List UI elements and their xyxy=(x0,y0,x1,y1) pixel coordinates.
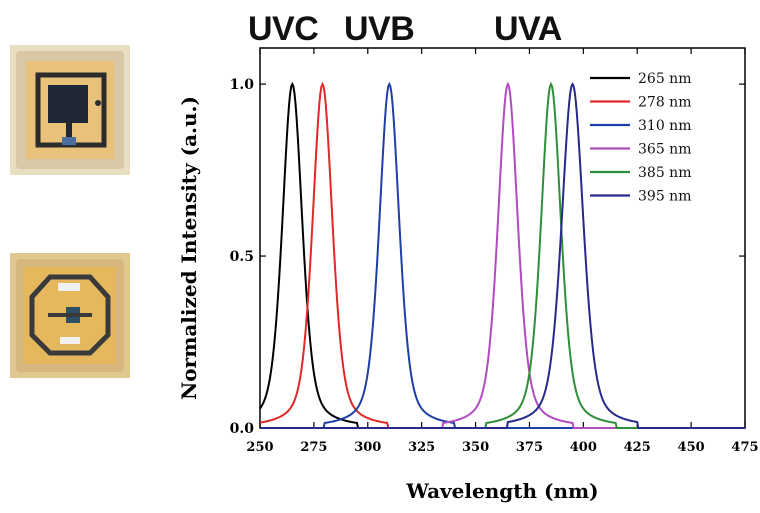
uva-label: UVA xyxy=(494,10,562,48)
x-axis-label: Wavelength (nm) xyxy=(405,479,598,503)
legend-label: 365 nm xyxy=(638,142,691,158)
uvc-label: UVC xyxy=(248,10,319,48)
x-tick-label: 300 xyxy=(354,440,381,455)
legend-label: 385 nm xyxy=(638,165,691,181)
legend-label: 265 nm xyxy=(638,71,691,87)
series-line-395-nm xyxy=(260,82,745,429)
led-photo-bottom xyxy=(10,253,130,378)
y-tick-label: 0.0 xyxy=(230,421,255,437)
x-tick-label: 450 xyxy=(678,440,705,455)
uvb-label: UVB xyxy=(344,10,415,48)
x-tick-label: 375 xyxy=(516,440,543,455)
led-photo-top xyxy=(10,45,130,175)
y-tick-label: 1.0 xyxy=(230,77,255,93)
x-tick-label: 250 xyxy=(246,440,273,455)
series-line-365-nm xyxy=(260,81,745,429)
legend-label: 395 nm xyxy=(638,189,691,205)
x-tick-label: 350 xyxy=(462,440,489,455)
x-tick-label: 400 xyxy=(570,440,597,455)
x-tick-label: 275 xyxy=(300,440,327,455)
y-tick-label: 0.5 xyxy=(230,249,254,265)
y-axis-label: Normalized Intensity (a.u.) xyxy=(177,96,201,400)
x-tick-label: 425 xyxy=(624,440,651,455)
x-tick-label: 475 xyxy=(731,440,758,455)
x-tick-label: 325 xyxy=(408,440,435,455)
legend-label: 278 nm xyxy=(638,95,691,111)
legend-label: 310 nm xyxy=(638,118,691,134)
